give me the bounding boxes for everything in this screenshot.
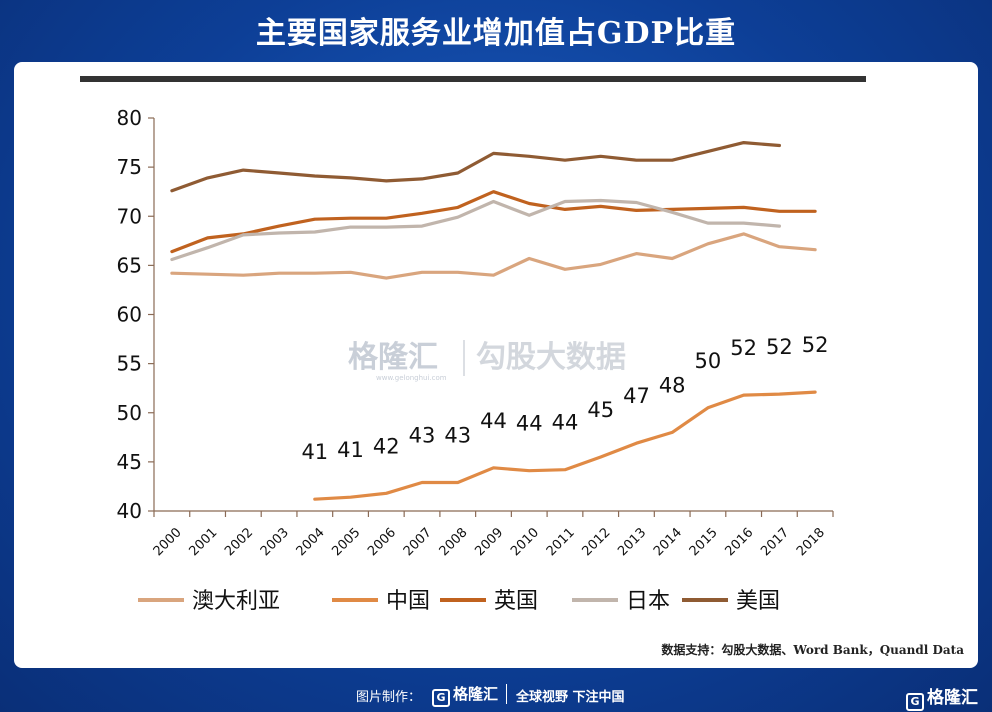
x-tick-label: 2015	[687, 525, 721, 559]
data-label: 50	[695, 349, 722, 373]
line-chart: 格隆汇 www.gelonghui.com 勾股大数据 40 45 50 55 60 65…	[80, 76, 866, 614]
watermark-sub: www.gelonghui.com	[376, 374, 447, 382]
data-label: 48	[659, 373, 686, 397]
x-tick-label: 2009	[472, 525, 506, 559]
data-label: 47	[623, 384, 650, 408]
x-tick-label: 2017	[758, 525, 792, 559]
x-tick-label: 2011	[544, 525, 578, 559]
x-tick-label: 2007	[401, 525, 435, 559]
y-tick-label: 40	[117, 499, 142, 523]
data-label: 44	[516, 412, 543, 436]
corner-logo: G 格隆汇	[906, 683, 978, 711]
data-label: 43	[409, 424, 436, 448]
x-tick-label: 2018	[794, 525, 828, 559]
x-tick-label: 2001	[186, 525, 220, 559]
y-tick-label: 45	[117, 450, 142, 474]
y-tick-label: 65	[117, 253, 142, 277]
x-tick-label: 2003	[258, 525, 292, 559]
x-tick-label: 2002	[222, 525, 256, 559]
x-tick-label: 2013	[615, 525, 649, 559]
x-tick-label: 2005	[329, 525, 363, 559]
legend-label: 澳大利亚	[192, 589, 280, 614]
watermark-text: 勾股大数据	[476, 340, 626, 375]
data-label: 45	[587, 398, 614, 422]
footer-slogan: 全球视野 下注中国	[516, 690, 625, 705]
top-rule	[80, 76, 866, 82]
x-tick-label: 2014	[651, 525, 685, 559]
series-line-澳大利亚	[170, 232, 817, 280]
chart-card: 格隆汇 www.gelonghui.com 勾股大数据 40 45 50 55 60 65…	[14, 62, 978, 668]
y-tick-label: 55	[117, 352, 142, 376]
x-tick-label: 2004	[294, 525, 328, 559]
data-label: 52	[802, 333, 829, 357]
x-tick-label: 2000	[151, 525, 185, 559]
logo-icon: G	[432, 689, 450, 707]
y-tick-label: 50	[117, 401, 142, 425]
x-tick-label: 2010	[508, 525, 542, 559]
data-label: 52	[766, 335, 793, 359]
series-line-中国	[313, 390, 817, 501]
data-label: 44	[552, 411, 579, 435]
y-tick-label: 75	[117, 155, 142, 179]
x-tick-label: 2008	[437, 525, 471, 559]
footer-logo: G 格隆汇	[432, 683, 498, 707]
x-tick-label: 2012	[580, 525, 614, 559]
y-tick-label: 70	[117, 204, 142, 228]
series-line-美国	[170, 141, 781, 193]
legend: 澳大利亚 中国 英国 日本 美国	[138, 589, 780, 614]
data-label: 44	[480, 409, 507, 433]
data-label: 42	[373, 434, 400, 458]
legend-label: 日本	[626, 589, 670, 614]
y-tick-label: 60	[117, 303, 142, 327]
footer-divider	[506, 684, 507, 704]
x-tick-label: 2016	[722, 525, 756, 559]
legend-label: 英国	[494, 589, 538, 614]
x-tick-label: 2006	[365, 525, 399, 559]
data-label: 41	[301, 440, 328, 464]
watermark-logo: 格隆汇	[348, 340, 438, 375]
y-tick-label: 80	[117, 106, 142, 130]
footer: 图片制作： G 格隆汇 全球视野 下注中国	[0, 678, 992, 712]
corner-logo-icon: G	[906, 693, 924, 711]
made-by-label: 图片制作：	[356, 690, 422, 705]
watermark: 格隆汇 www.gelonghui.com 勾股大数据	[348, 340, 626, 382]
legend-label: 美国	[736, 589, 780, 614]
legend-label: 中国	[386, 589, 430, 614]
page-title: 主要国家服务业增加值占GDP比重	[255, 16, 737, 51]
series-line-日本	[170, 198, 781, 262]
data-label: 41	[337, 438, 364, 462]
series-line-英国	[170, 190, 817, 254]
data-label: 52	[730, 336, 757, 360]
data-source: 数据支持：勾股大数据、Word Bank，Quandl Data	[661, 643, 964, 657]
data-label: 43	[444, 424, 471, 448]
